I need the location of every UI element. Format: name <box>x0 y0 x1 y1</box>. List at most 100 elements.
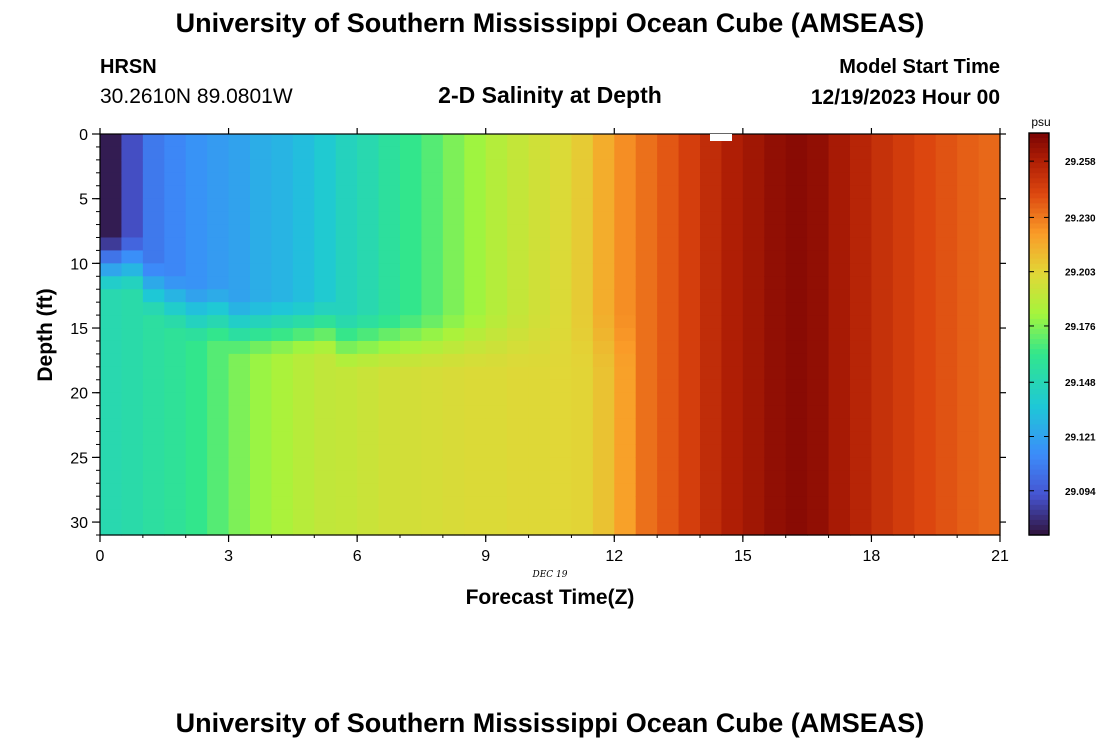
heatmap-cell <box>207 289 230 303</box>
heatmap-cell <box>785 159 808 174</box>
colorbar-swatch <box>1029 419 1049 426</box>
heatmap-cell <box>957 483 980 497</box>
heatmap-cell <box>678 483 701 497</box>
heatmap-cell <box>378 483 401 497</box>
heatmap-cell <box>164 522 187 536</box>
heatmap-cell <box>378 470 401 484</box>
heatmap-cell <box>785 237 808 252</box>
heatmap-cell <box>378 211 401 226</box>
heatmap-cell <box>142 496 165 510</box>
heatmap-cell <box>935 496 958 510</box>
heatmap-cell <box>485 328 508 342</box>
heatmap-cell <box>142 172 165 187</box>
heatmap-cell <box>700 418 723 433</box>
heatmap-cell <box>100 483 123 497</box>
heatmap-cell <box>228 496 251 510</box>
heatmap-cell <box>100 185 123 200</box>
heatmap-cell <box>228 366 251 381</box>
heatmap-cell <box>421 431 444 446</box>
colorbar-frame <box>1028 132 1050 536</box>
colorbar-swatch <box>1029 414 1049 421</box>
heatmap-cell <box>121 146 144 161</box>
heatmap-cell <box>100 431 123 446</box>
heatmap-cell <box>571 353 594 368</box>
heatmap-cell <box>700 211 723 226</box>
heatmap-cell <box>485 289 508 303</box>
heatmap-cell <box>185 237 208 252</box>
heatmap-cell <box>721 418 744 433</box>
heatmap-cell <box>400 340 423 355</box>
heatmap-cell <box>100 302 123 316</box>
heatmap-cell <box>400 302 423 316</box>
heatmap-cell <box>764 444 787 458</box>
heatmap-cell <box>721 237 744 252</box>
heatmap-cell <box>228 392 251 407</box>
heatmap-cell <box>442 444 465 458</box>
heatmap-cell <box>978 418 1001 433</box>
heatmap-cell <box>228 172 251 187</box>
heatmap-cell <box>292 444 315 458</box>
heatmap-cell <box>935 444 958 458</box>
heatmap-cell <box>871 159 894 174</box>
heatmap-cell <box>914 509 937 523</box>
heatmap-cell <box>164 237 187 252</box>
heatmap-cell <box>721 392 744 407</box>
heatmap-cell <box>100 328 123 342</box>
heatmap-cell <box>635 185 658 200</box>
heatmap-cell <box>892 496 915 510</box>
heatmap-cell <box>742 444 765 458</box>
heatmap-cell <box>507 431 530 446</box>
heatmap-cell <box>250 250 273 264</box>
heatmap-cell <box>700 146 723 161</box>
heatmap-cell <box>657 263 680 277</box>
heatmap-cell <box>978 470 1001 484</box>
heatmap-cell <box>314 444 337 458</box>
heatmap-cell <box>485 211 508 226</box>
heatmap-cell <box>442 211 465 226</box>
heatmap-cell <box>357 211 380 226</box>
heatmap-cell <box>314 315 337 329</box>
heatmap-cell <box>700 237 723 252</box>
heatmap-cell <box>228 237 251 252</box>
heatmap-cell <box>164 302 187 316</box>
colorbar-swatch <box>1029 303 1049 310</box>
heatmap-cell <box>657 315 680 329</box>
heatmap-cell <box>592 211 615 226</box>
colorbar-tick-label: 29.230 <box>1065 213 1096 224</box>
heatmap-cell <box>807 340 830 355</box>
heatmap-cell <box>571 198 594 213</box>
heatmap-cell <box>892 211 915 226</box>
heatmap-cell <box>635 418 658 433</box>
heatmap-cell <box>592 470 615 484</box>
heatmap-cell <box>207 353 230 368</box>
heatmap-cell <box>742 146 765 161</box>
heatmap-cell <box>142 237 165 252</box>
heatmap-cell <box>507 263 530 277</box>
heatmap-cell <box>185 470 208 484</box>
heatmap-cell <box>228 457 251 471</box>
heatmap-cell <box>978 237 1001 252</box>
heatmap-cell <box>957 392 980 407</box>
heatmap-cell <box>957 263 980 277</box>
heatmap-cell <box>164 185 187 200</box>
colorbar-swatch <box>1029 168 1049 174</box>
heatmap-cell <box>721 379 744 394</box>
heatmap-cell <box>742 392 765 407</box>
heatmap-cell <box>421 522 444 536</box>
heatmap-cell <box>957 353 980 368</box>
heatmap-cell <box>592 366 615 381</box>
heatmap-cell <box>314 185 337 200</box>
heatmap-cell <box>571 483 594 497</box>
heatmap-cell <box>528 509 551 523</box>
heatmap-cell <box>378 444 401 458</box>
heatmap-cell <box>185 224 208 239</box>
heatmap-cell <box>742 211 765 226</box>
x-tick-label: 18 <box>863 548 881 565</box>
heatmap-cell <box>592 276 615 290</box>
heatmap-cell <box>550 211 573 226</box>
heatmap-cell <box>464 496 487 510</box>
heatmap-cell <box>550 250 573 264</box>
heatmap-cell <box>657 328 680 342</box>
heatmap-cell <box>100 263 123 277</box>
heatmap-cell <box>464 457 487 471</box>
